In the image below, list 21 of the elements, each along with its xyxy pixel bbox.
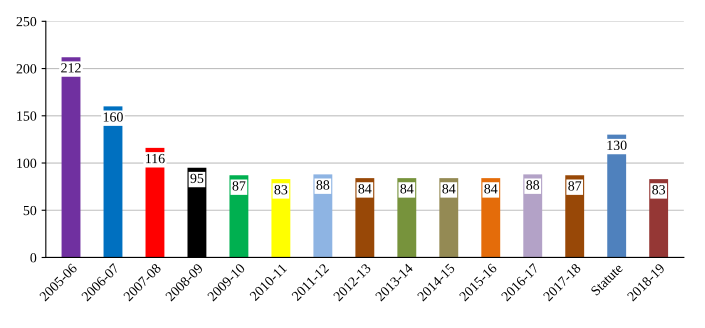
y-tick-label: 200 [16, 64, 36, 74]
data-label: 83 [274, 185, 288, 194]
data-label: 88 [526, 180, 540, 190]
data-label: 84 [358, 184, 372, 194]
y-tick-label: 0 [30, 253, 36, 262]
data-label: 84 [484, 184, 498, 194]
data-label: 212 [61, 63, 81, 72]
data-label: 87 [568, 181, 582, 191]
data-label: 160 [104, 112, 123, 122]
data-label: 130 [607, 140, 627, 150]
y-tick-label: 150 [17, 111, 36, 121]
data-label: 88 [316, 180, 330, 190]
y-tick-label: 50 [24, 206, 36, 216]
data-label: 116 [146, 154, 165, 164]
y-tick-label: 250 [16, 16, 36, 26]
y-tick-label: 100 [17, 158, 36, 168]
data-label: 87 [232, 181, 246, 191]
data-label: 95 [190, 174, 204, 184]
data-label: 84 [400, 184, 414, 194]
data-label: 84 [442, 184, 456, 194]
data-label: 83 [652, 185, 666, 194]
